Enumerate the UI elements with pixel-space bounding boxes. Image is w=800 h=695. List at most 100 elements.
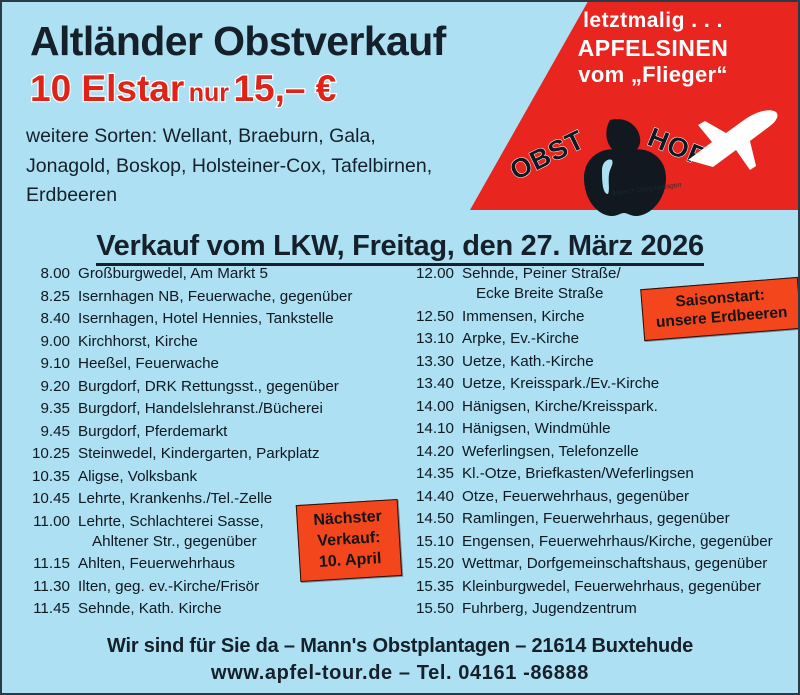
schedule-stop: 9.45 Burgdorf, Pferdemarkt bbox=[26, 422, 406, 440]
stop-location: Kirchhorst, Kirche bbox=[78, 333, 406, 349]
stop-location: Heeßel, Feuerwache bbox=[78, 356, 406, 371]
schedule-stop: 8.25 Isernhagen NB, Feuerwache, gegenüber bbox=[26, 287, 406, 305]
stop-location-line: Lehrte, Schlachterei Sasse, bbox=[78, 512, 264, 530]
price-offer: 10 Elstar nur 15,– € bbox=[29, 67, 338, 111]
airplane-icon bbox=[688, 110, 778, 170]
schedule-column-left: 8.00 Großburgwedel, Am Markt 5 8.25 Isernha… bbox=[26, 266, 406, 624]
stop-location: Weferlingsen, Telefonzelle bbox=[462, 444, 798, 459]
stop-location: Lehrte, Krankenhs./Tel.-Zelle bbox=[78, 491, 406, 506]
stop-location-line: Engensen, Feuerwehrhaus/Kirche, gegenübe… bbox=[462, 532, 773, 550]
varieties-text: weitere Sorten: Wellant, Braeburn, Gala,… bbox=[26, 125, 433, 207]
stop-time: 15.50 bbox=[415, 600, 454, 618]
stop-time: 15.10 bbox=[415, 532, 454, 550]
stop-location: Immensen, Kirche bbox=[462, 307, 798, 325]
stop-location: Ahlten, Feuerwehrhaus bbox=[78, 556, 406, 571]
stop-location-line: Kleinburgwedel, Feuerwehrhaus, gegenüber bbox=[462, 577, 761, 595]
stop-location: Burgdorf, Handelslehranst./Bücherei bbox=[78, 401, 406, 416]
schedule-stop: 9.00 Kirchhorst, Kirche bbox=[26, 332, 406, 350]
stop-location-line: Hänigsen, Kirche/Kreisspark. bbox=[462, 397, 658, 415]
stop-location: Sehnde, Peiner Straße/Ecke Breite Straße bbox=[462, 266, 798, 303]
stop-location-line: Isernhagen NB, Feuerwache, gegenüber bbox=[78, 287, 353, 305]
schedule-column-right: 12.00 Sehnde, Peiner Straße/Ecke Breite S… bbox=[410, 266, 798, 624]
sale-heading: Verkauf vom LKW, Freitag, den 27. März 2… bbox=[2, 230, 798, 266]
stop-location: Großburgwedel, Am Markt 5 bbox=[78, 266, 406, 281]
stop-location: Otze, Feuerwehrhaus, gegenüber bbox=[462, 489, 798, 504]
next-sale-line-3: 10. April bbox=[318, 549, 382, 571]
stop-location-line: Kl.-Otze, Briefkasten/Weferlingsen bbox=[462, 465, 694, 483]
stop-time: 14.35 bbox=[415, 465, 454, 483]
sale-heading-text: Verkauf vom LKW, Freitag, den 27. März 2… bbox=[96, 230, 704, 266]
stop-location-line-continued: Ahltener Str., gegenüber bbox=[92, 532, 257, 550]
stop-location: Lehrte, Schlachterei Sasse, Ahltener Str.… bbox=[78, 512, 406, 550]
footer: Wir sind für Sie da – Mann's Obstplantag… bbox=[2, 635, 798, 685]
stop-location-line-continued: Ecke Breite Straße bbox=[476, 285, 604, 303]
stop-location: Burgdorf, DRK Rettungsst., gegenüber bbox=[78, 378, 406, 394]
stop-time: 9.00 bbox=[40, 332, 70, 350]
stop-location-line: Ramlingen, Feuerwehrhaus, gegenüber bbox=[462, 510, 730, 528]
schedule-stop: 9.10 Heeßel, Feuerwache bbox=[26, 356, 406, 371]
stop-location-line: Ilten, geg. ev.-Kirche/Frisör bbox=[78, 577, 260, 595]
stop-time: 14.40 bbox=[415, 487, 454, 505]
stop-time: 10.35 bbox=[31, 467, 70, 485]
schedule-stop: 8.40 Isernhagen, Hotel Hennies, Tankstell… bbox=[26, 311, 406, 326]
schedule-stop: 14.00 Hänigsen, Kirche/Kreisspark. bbox=[410, 397, 798, 415]
stop-location: Uetze, Kath.-Kirche bbox=[462, 352, 798, 370]
logo-word-obst: OBST bbox=[505, 124, 590, 187]
stop-location-line: Uetze, Kath.-Kirche bbox=[462, 352, 594, 370]
offer-quantity-variety: 10 Elstar bbox=[29, 67, 186, 111]
schedule-stop: 13.30 Uetze, Kath.-Kirche bbox=[410, 352, 798, 370]
stop-time: 9.10 bbox=[40, 355, 70, 372]
footer-company-line: Wir sind für Sie da – Mann's Obstplantag… bbox=[106, 635, 694, 657]
schedule-stop: 8.00 Großburgwedel, Am Markt 5 bbox=[26, 266, 406, 281]
footer-contact-line: www.apfel-tour.de – Tel. 04161 -86888 bbox=[211, 662, 589, 684]
stop-location-line: Hänigsen, Windmühle bbox=[462, 420, 611, 438]
schedule-stop: 10.25 Steinwedel, Kindergarten, Parkplatz bbox=[26, 446, 406, 461]
stop-location-line: Burgdorf, Pferdemarkt bbox=[78, 422, 228, 440]
stop-time: 11.00 bbox=[33, 512, 70, 530]
stop-time: 12.50 bbox=[415, 307, 454, 325]
obsthof-logo: OBST HOF Mann's Obstplantagen bbox=[502, 110, 732, 222]
stop-location: Isernhagen NB, Feuerwache, gegenüber bbox=[78, 287, 406, 305]
schedule-stop: 9.35 Burgdorf, Handelslehranst./Bücherei bbox=[26, 401, 406, 416]
stop-location: Fuhrberg, Jugendzentrum bbox=[462, 600, 798, 618]
stop-location: Hänigsen, Windmühle bbox=[462, 420, 798, 438]
stop-time: 11.45 bbox=[33, 600, 70, 618]
stop-time: 10.45 bbox=[31, 490, 70, 507]
stop-time: 13.30 bbox=[415, 352, 454, 370]
stop-location: Uetze, Kreisspark./Ev.-Kirche bbox=[462, 376, 798, 391]
schedule-stop: 14.40 Otze, Feuerwehrhaus, gegenüber bbox=[410, 487, 798, 505]
schedule-stop: 11.45 Sehnde, Kath. Kirche bbox=[26, 601, 406, 616]
schedule-stop: 12.50 Immensen, Kirche bbox=[410, 307, 798, 325]
schedule-stop: 15.10 Engensen, Feuerwehrhaus/Kirche, geg… bbox=[410, 532, 798, 550]
stop-time: 8.40 bbox=[40, 310, 70, 327]
stop-time: 14.50 bbox=[415, 510, 454, 528]
stop-location: Ilten, geg. ev.-Kirche/Frisör bbox=[78, 579, 406, 594]
stop-time: 15.20 bbox=[415, 555, 454, 573]
stop-location-line: Fuhrberg, Jugendzentrum bbox=[462, 600, 637, 618]
stop-time: 8.00 bbox=[40, 265, 70, 282]
stop-time: 15.35 bbox=[415, 577, 454, 595]
offer-qualifier: nur bbox=[187, 78, 230, 109]
stop-location: Burgdorf, Pferdemarkt bbox=[78, 422, 406, 440]
stop-time: 11.30 bbox=[33, 577, 70, 595]
schedule-stop: 15.35 Kleinburgwedel, Feuerwehrhaus, gege… bbox=[410, 577, 798, 595]
stop-time: 8.25 bbox=[40, 287, 70, 305]
stop-location-line: Immensen, Kirche bbox=[462, 307, 585, 325]
schedule-stop: 12.00 Sehnde, Peiner Straße/Ecke Breite S… bbox=[410, 266, 798, 303]
apple-icon bbox=[584, 118, 666, 216]
stop-location: Arpke, Ev.-Kirche bbox=[462, 331, 798, 346]
schedule-stop: 11.15 Ahlten, Feuerwehrhaus bbox=[26, 556, 406, 571]
stop-time: 9.20 bbox=[40, 377, 70, 395]
stop-time: 14.10 bbox=[415, 420, 454, 438]
stop-location: Hänigsen, Kirche/Kreisspark. bbox=[462, 397, 798, 415]
stop-time: 13.40 bbox=[415, 375, 454, 393]
schedule-stop: 10.35 Aligse, Volksbank bbox=[26, 467, 406, 485]
stop-location: Ramlingen, Feuerwehrhaus, gegenüber bbox=[462, 510, 798, 528]
schedule-stop: 9.20 Burgdorf, DRK Rettungsst., gegenüber bbox=[26, 377, 406, 395]
schedule-stop: 14.10 Hänigsen, Windmühle bbox=[410, 420, 798, 438]
stop-time: 10.25 bbox=[31, 445, 70, 462]
stop-location-line: Sehnde, Kath. Kirche bbox=[78, 600, 222, 618]
stop-location-line: Isernhagen, Hotel Hennies, Tankstelle bbox=[78, 310, 334, 327]
stop-location: Isernhagen, Hotel Hennies, Tankstelle bbox=[78, 311, 406, 326]
